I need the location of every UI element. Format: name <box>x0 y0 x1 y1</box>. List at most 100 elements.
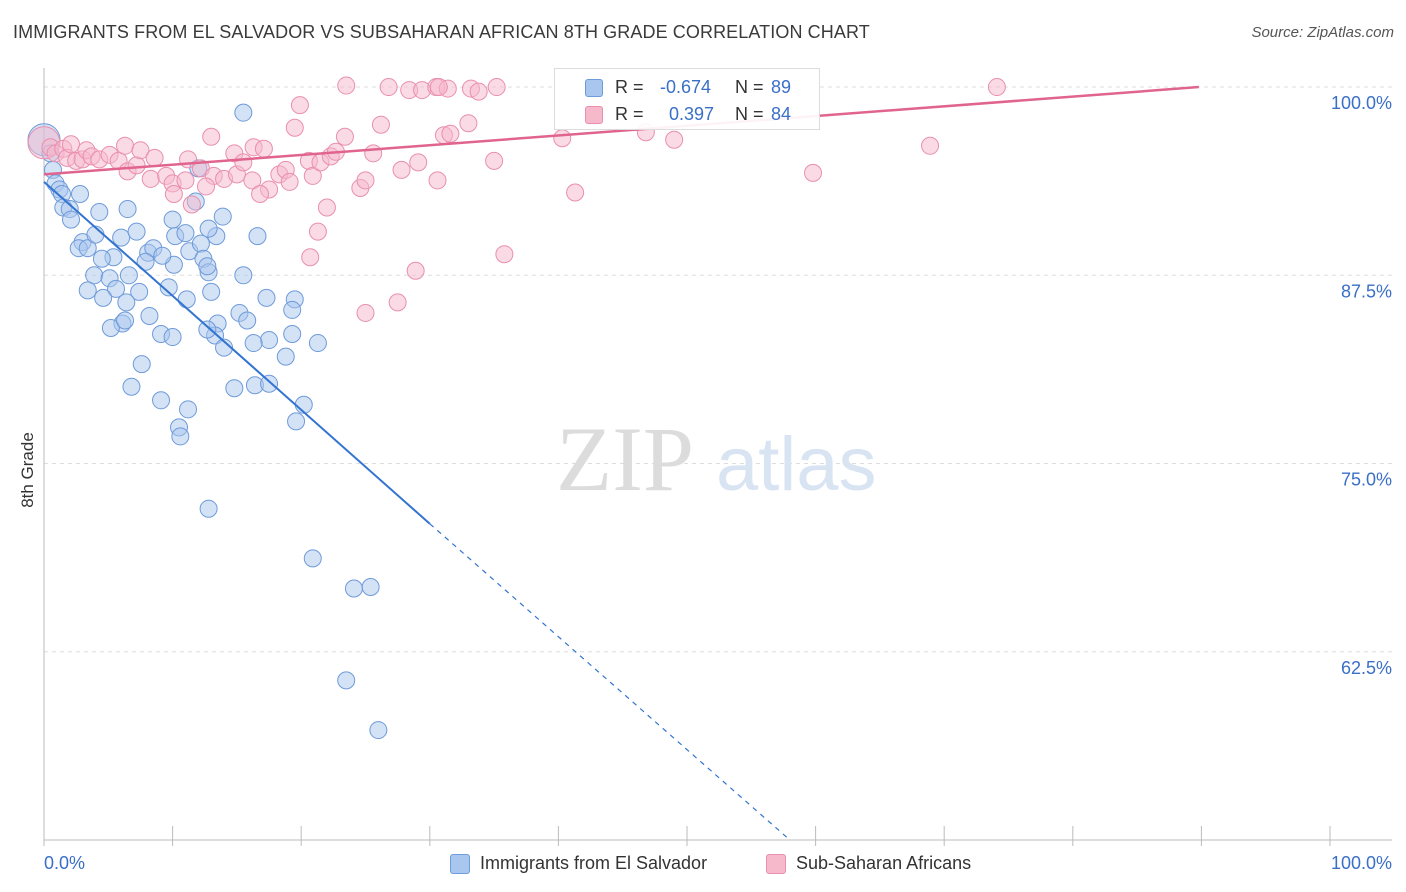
r-label: R = <box>615 77 644 97</box>
data-point <box>127 156 146 175</box>
data-point <box>335 127 354 146</box>
pink-swatch <box>585 106 603 124</box>
data-point <box>234 103 253 122</box>
pink-swatch <box>766 854 786 874</box>
data-point <box>131 141 150 160</box>
data-point <box>485 151 504 170</box>
data-point <box>152 391 171 410</box>
data-point <box>163 328 182 347</box>
data-point <box>406 261 425 280</box>
data-point <box>202 282 221 301</box>
axes <box>43 68 1392 846</box>
data-point <box>369 721 388 740</box>
data-point <box>71 184 90 203</box>
data-point <box>303 166 322 185</box>
data-point <box>130 282 149 301</box>
series-subsaharan <box>27 76 1006 322</box>
data-point <box>337 76 356 95</box>
data-point <box>90 203 109 222</box>
data-point <box>177 290 196 309</box>
data-point <box>116 311 135 330</box>
series-legend: Immigrants from El Salvador Sub-Saharan … <box>0 852 1406 878</box>
data-point <box>441 124 460 143</box>
data-point <box>283 325 302 344</box>
data-point <box>364 144 383 163</box>
data-point <box>62 210 81 229</box>
watermark-atlas: atlas <box>716 422 877 507</box>
n-label: N = <box>735 77 764 97</box>
data-point <box>122 377 141 396</box>
y-tick-label: 62.5% <box>1341 658 1392 678</box>
data-point <box>308 222 327 241</box>
data-point <box>553 129 572 148</box>
trend-line-el-salvador-projection <box>429 523 791 841</box>
data-point <box>85 266 104 285</box>
chart-title: IMMIGRANTS FROM EL SALVADOR VS SUBSAHARA… <box>13 22 870 42</box>
data-point <box>112 228 131 247</box>
data-point <box>459 114 478 133</box>
data-point <box>127 222 146 241</box>
data-point <box>254 139 273 158</box>
watermark-zip: ZIP <box>556 408 694 510</box>
data-point <box>153 246 172 265</box>
data-point <box>191 234 210 253</box>
data-point <box>409 153 428 172</box>
data-point <box>344 579 363 598</box>
data-point <box>197 177 216 196</box>
data-point <box>202 127 221 146</box>
data-point <box>199 499 218 518</box>
stats-legend: R = -0.674 N = 89 R = 0.397 N = 84 <box>554 68 820 130</box>
data-point <box>140 306 159 325</box>
stats-row-subsaharan: R = 0.397 N = 84 <box>555 100 819 128</box>
data-point <box>163 210 182 229</box>
legend-label: Immigrants from El Salvador <box>480 853 708 873</box>
data-point <box>487 78 506 97</box>
data-point <box>665 130 684 149</box>
y-tick-label: 75.0% <box>1341 470 1392 490</box>
data-point <box>356 303 375 322</box>
data-point <box>62 135 81 154</box>
data-point <box>107 279 126 298</box>
data-point <box>176 171 195 190</box>
data-point <box>429 78 448 97</box>
trend-lines <box>43 85 1199 841</box>
data-point <box>294 395 313 414</box>
data-point <box>234 153 253 172</box>
data-point <box>244 334 263 353</box>
grid <box>44 86 1392 653</box>
data-point <box>94 288 113 307</box>
data-point <box>117 293 136 312</box>
series-el-salvador <box>27 103 388 740</box>
data-point <box>164 184 183 203</box>
data-point <box>234 266 253 285</box>
data-point <box>257 288 276 307</box>
data-point <box>141 169 160 188</box>
data-point <box>308 334 327 353</box>
data-point <box>213 207 232 226</box>
data-point <box>921 136 940 155</box>
data-point <box>198 320 217 339</box>
data-point <box>78 239 97 258</box>
data-point <box>199 219 218 238</box>
r-value: -0.674 <box>660 77 712 97</box>
data-point <box>260 374 279 393</box>
data-point <box>251 184 270 203</box>
n-value: 89 <box>771 77 792 97</box>
data-point <box>428 171 447 190</box>
data-point <box>379 78 398 97</box>
data-point <box>225 379 244 398</box>
data-point <box>215 338 234 357</box>
source-label: Source: ZipAtlas.com <box>1251 24 1394 41</box>
data-point <box>119 266 138 285</box>
n-value: 84 <box>771 104 792 124</box>
data-point <box>136 252 155 271</box>
legend-label: Sub-Saharan Africans <box>796 853 972 873</box>
data-point <box>145 148 164 167</box>
data-point <box>303 549 322 568</box>
data-point <box>132 355 151 374</box>
data-point <box>176 224 195 243</box>
trend-line-el-salvador <box>43 181 431 525</box>
data-point <box>182 195 201 214</box>
trend-line-subsaharan <box>43 85 1199 176</box>
